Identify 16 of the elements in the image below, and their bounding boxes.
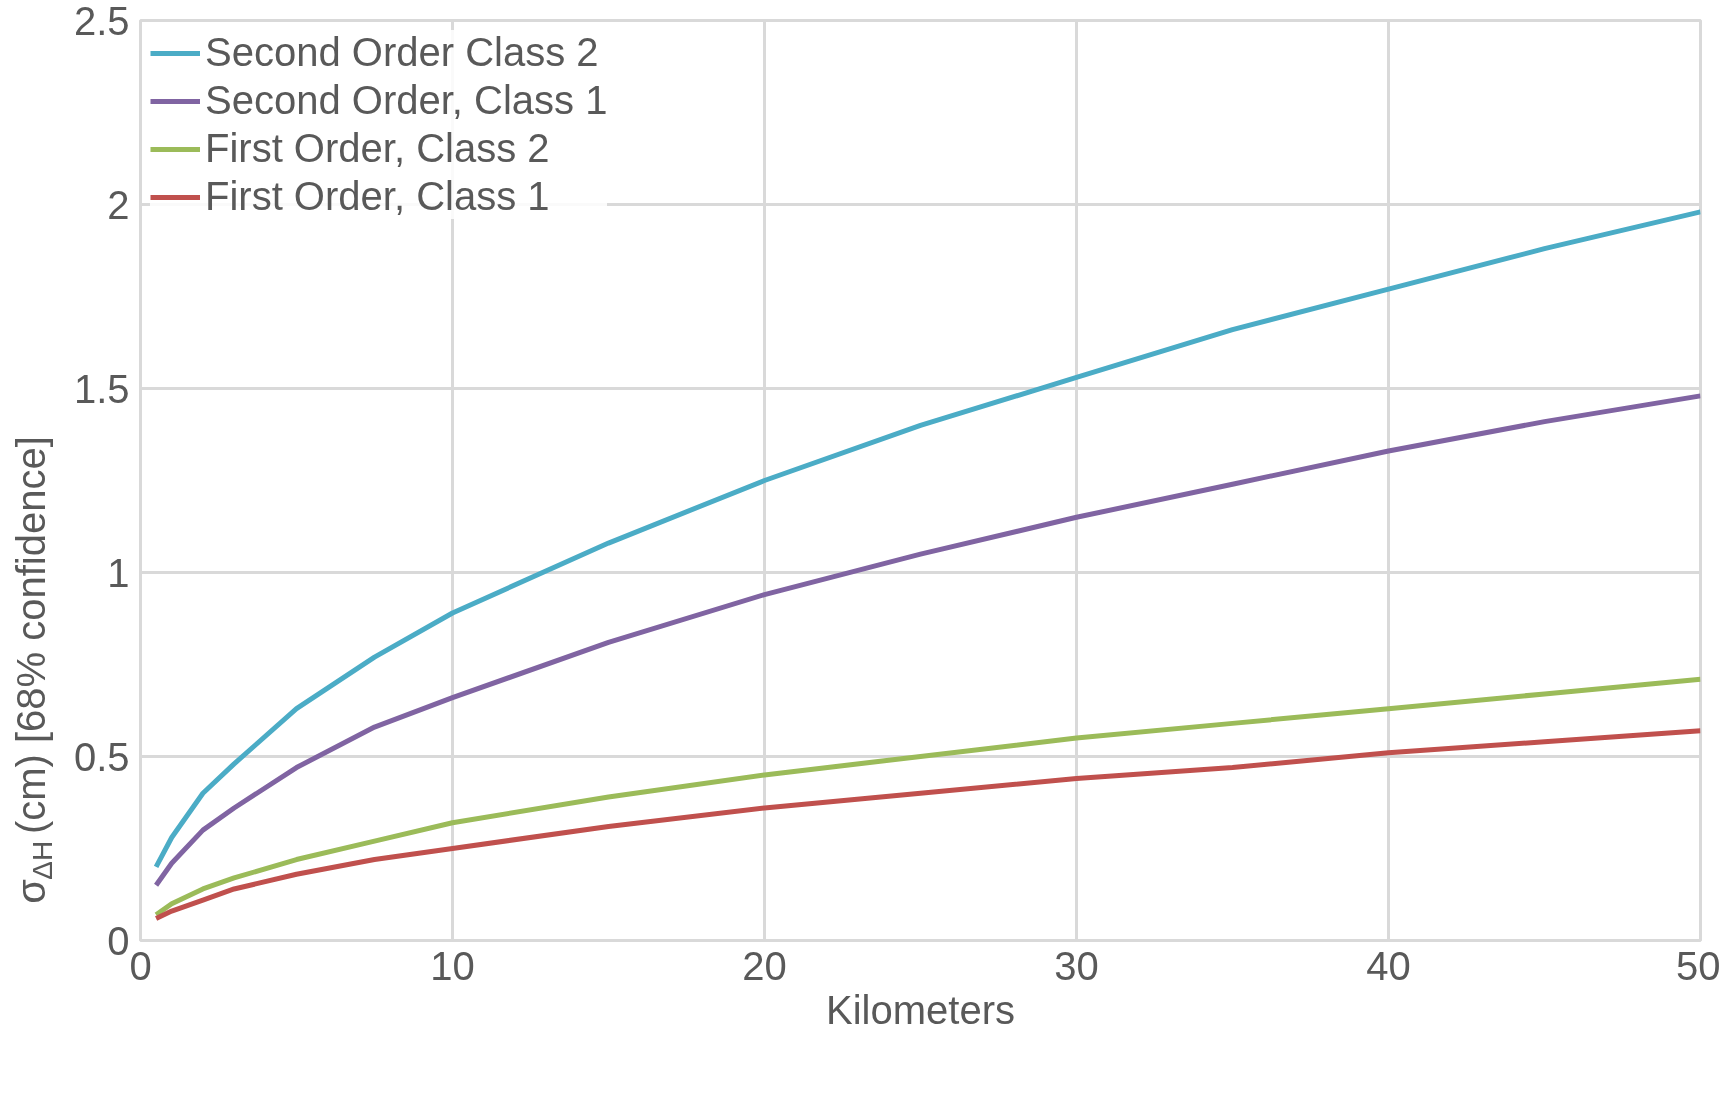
legend-label: Second Order, Class 1: [205, 78, 608, 123]
x-tick-label: 40: [1366, 943, 1411, 988]
legend-label: First Order, Class 2: [205, 126, 550, 171]
x-axis-title: Kilometers: [826, 987, 1015, 1032]
y-tick-label: 1.5: [73, 366, 130, 411]
x-tick-label: 50: [1676, 943, 1721, 988]
y-tick-label: 1: [107, 550, 130, 595]
legend-label: First Order, Class 1: [205, 174, 550, 219]
y-tick-label: 2: [107, 182, 130, 227]
legend-label: Second Order Class 2: [205, 30, 599, 75]
x-tick-label: 10: [430, 943, 475, 988]
x-tick-label: 20: [742, 943, 787, 988]
y-axis-title: σΔH (cm) [68% confidence]: [8, 436, 58, 904]
y-tick-label: 2.5: [73, 0, 130, 43]
y-tick-label: 0.5: [73, 734, 130, 779]
x-tick-label: 30: [1054, 943, 1099, 988]
